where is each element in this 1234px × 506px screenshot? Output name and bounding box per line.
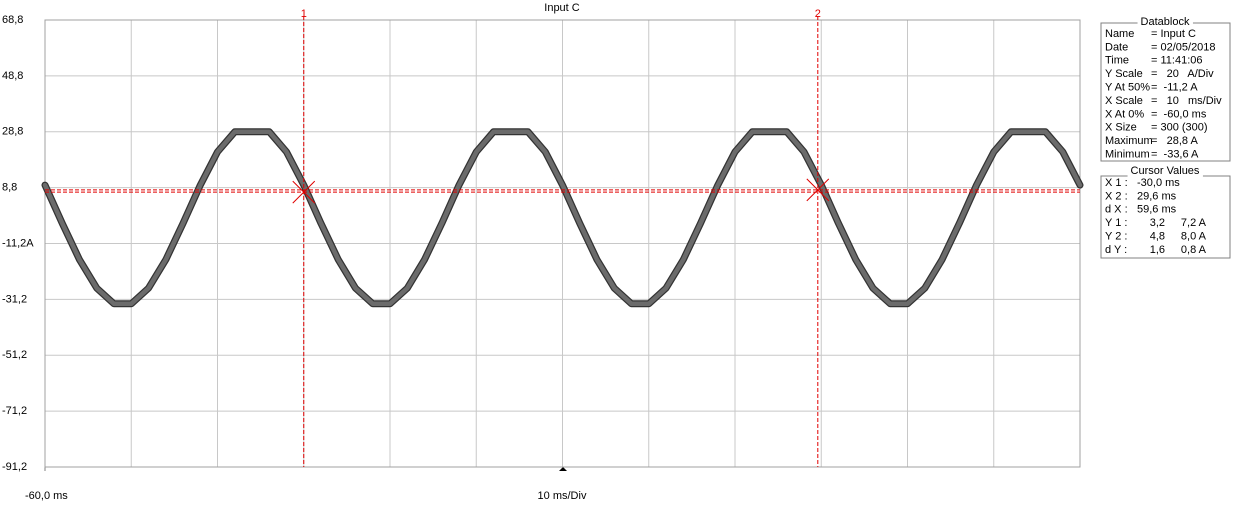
panel-value: = 10 ms/Div [1151, 95, 1222, 107]
y-tick-label: -31,2 [2, 293, 27, 305]
x-axis-label: 10 ms/Div [538, 490, 587, 502]
waveform [42, 129, 1083, 307]
panel-title: Datablock [1141, 16, 1190, 28]
panel-value: = 300 (300) [1151, 122, 1208, 134]
panel-label: Time [1105, 55, 1129, 67]
panel-value: 7,2 A [1181, 217, 1207, 229]
panel-label: X Size [1105, 122, 1137, 134]
panel-value: = 20 A/Div [1151, 68, 1214, 80]
cursor-label: 2 [815, 8, 821, 20]
y-tick-label: 68,8 [2, 14, 23, 26]
panel-value: = 28,8 A [1151, 135, 1198, 147]
y-tick-label: -71,2 [2, 405, 27, 417]
panel-value: = 02/05/2018 [1151, 41, 1216, 53]
panel-value: 1,6 [1150, 244, 1165, 256]
y-tick-label: -51,2 [2, 349, 27, 361]
panel-value: = Input C [1151, 28, 1196, 40]
panel-title-bg [1137, 15, 1193, 28]
y-tick-label: -91,2 [2, 461, 27, 473]
panel-value: = -33,6 A [1151, 149, 1199, 161]
panel-label: Date [1105, 41, 1128, 53]
panel-value: 3,2 [1150, 217, 1165, 229]
panel-label: Maximum [1105, 135, 1153, 147]
panel-title: Cursor Values [1131, 165, 1200, 177]
panel-label: X At 0% [1105, 108, 1144, 120]
y-tick-label: 48,8 [2, 70, 23, 82]
panel-label: Name [1105, 28, 1134, 40]
cursor-cross [806, 178, 830, 202]
panel-label: X 1 : [1105, 177, 1128, 189]
panel-value: = -60,0 ms [1151, 108, 1207, 120]
panel-value: -30,0 ms [1137, 177, 1180, 189]
panel-value: 29,6 ms [1137, 190, 1177, 202]
panel-title-bg [1127, 164, 1203, 177]
panel-value: = -11,2 A [1151, 82, 1198, 94]
panel-label: Y Scale [1105, 68, 1143, 80]
panel-label: Minimum [1105, 149, 1150, 161]
x-tick-label: -60,0 ms [25, 490, 68, 502]
panel-value: 8,0 A [1181, 231, 1207, 243]
panel-value: 59,6 ms [1137, 204, 1177, 216]
chart-title: Input C [544, 2, 580, 14]
panel-label: Y 2 : [1105, 231, 1127, 243]
panel-value: 4,8 [1150, 231, 1165, 243]
panel-value: 0,8 A [1181, 244, 1207, 256]
y-tick-label: 8,8 [2, 182, 17, 194]
cursor-label: 1 [301, 8, 307, 20]
panel-label: d Y : [1105, 244, 1127, 256]
panel-label: X Scale [1105, 95, 1143, 107]
panel-label: d X : [1105, 204, 1128, 216]
cursor-cross [292, 180, 316, 204]
panel-label: Y At 50% [1105, 82, 1150, 94]
y-tick-label: -11,2A [2, 237, 34, 249]
y-tick-label: 28,8 [2, 126, 23, 138]
plot-border [44, 19, 1081, 468]
panel-label: Y 1 : [1105, 217, 1127, 229]
trigger-marker [559, 467, 567, 471]
panel-label: X 2 : [1105, 190, 1128, 202]
panel-value: = 11:41:06 [1151, 55, 1202, 67]
